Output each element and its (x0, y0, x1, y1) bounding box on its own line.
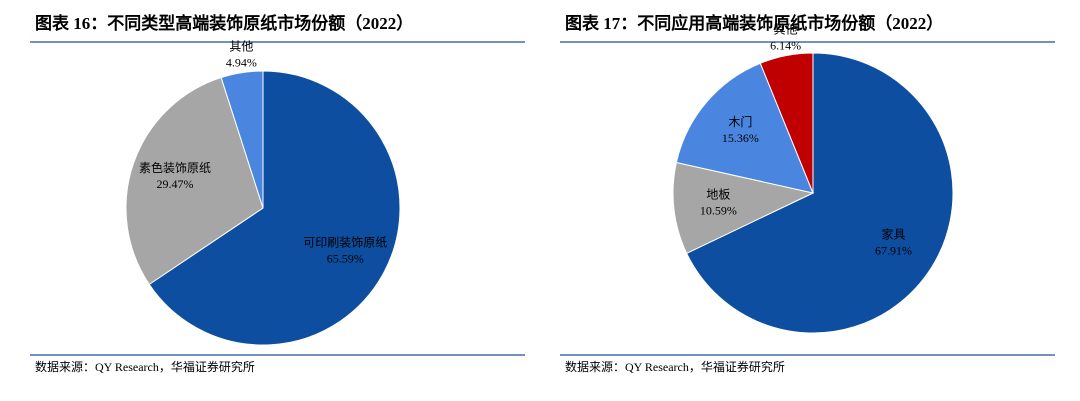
source-note: 数据来源：QY Research，华福证券研究所 (565, 359, 785, 374)
pie-slice (125, 76, 264, 286)
chart-title: 图表 16：不同类型高端装饰原纸市场份额（2022） (35, 13, 413, 33)
slice-value: 29.47% (157, 177, 194, 191)
pie-slice (148, 70, 401, 346)
slice-category: 木门 (728, 114, 752, 129)
slice-category: 其他 (774, 23, 798, 37)
pie-slice (759, 52, 814, 194)
slice-category: 可印刷装饰原纸 (303, 236, 387, 250)
pie-slice (685, 52, 954, 334)
slice-value: 67.91% (875, 244, 912, 258)
slice-category: 家具 (882, 227, 906, 242)
pie-slice (672, 161, 815, 254)
slice-category: 素色装饰原纸 (139, 161, 211, 175)
slice-value: 10.59% (700, 203, 737, 217)
slice-value: 6.14% (770, 39, 801, 53)
slice-value: 15.36% (722, 131, 759, 145)
slice-category: 其他 (229, 40, 253, 54)
slice-value: 4.94% (226, 56, 257, 70)
slice-value: 65.59% (327, 252, 364, 266)
pie-slice (675, 62, 814, 194)
source-note: 数据来源：QY Research，华福证券研究所 (35, 359, 255, 374)
chart-title: 图表 17：不同应用高端装饰原纸市场份额（2022） (565, 13, 943, 33)
pie-slice (220, 70, 264, 209)
slice-category: 地板 (706, 187, 730, 201)
